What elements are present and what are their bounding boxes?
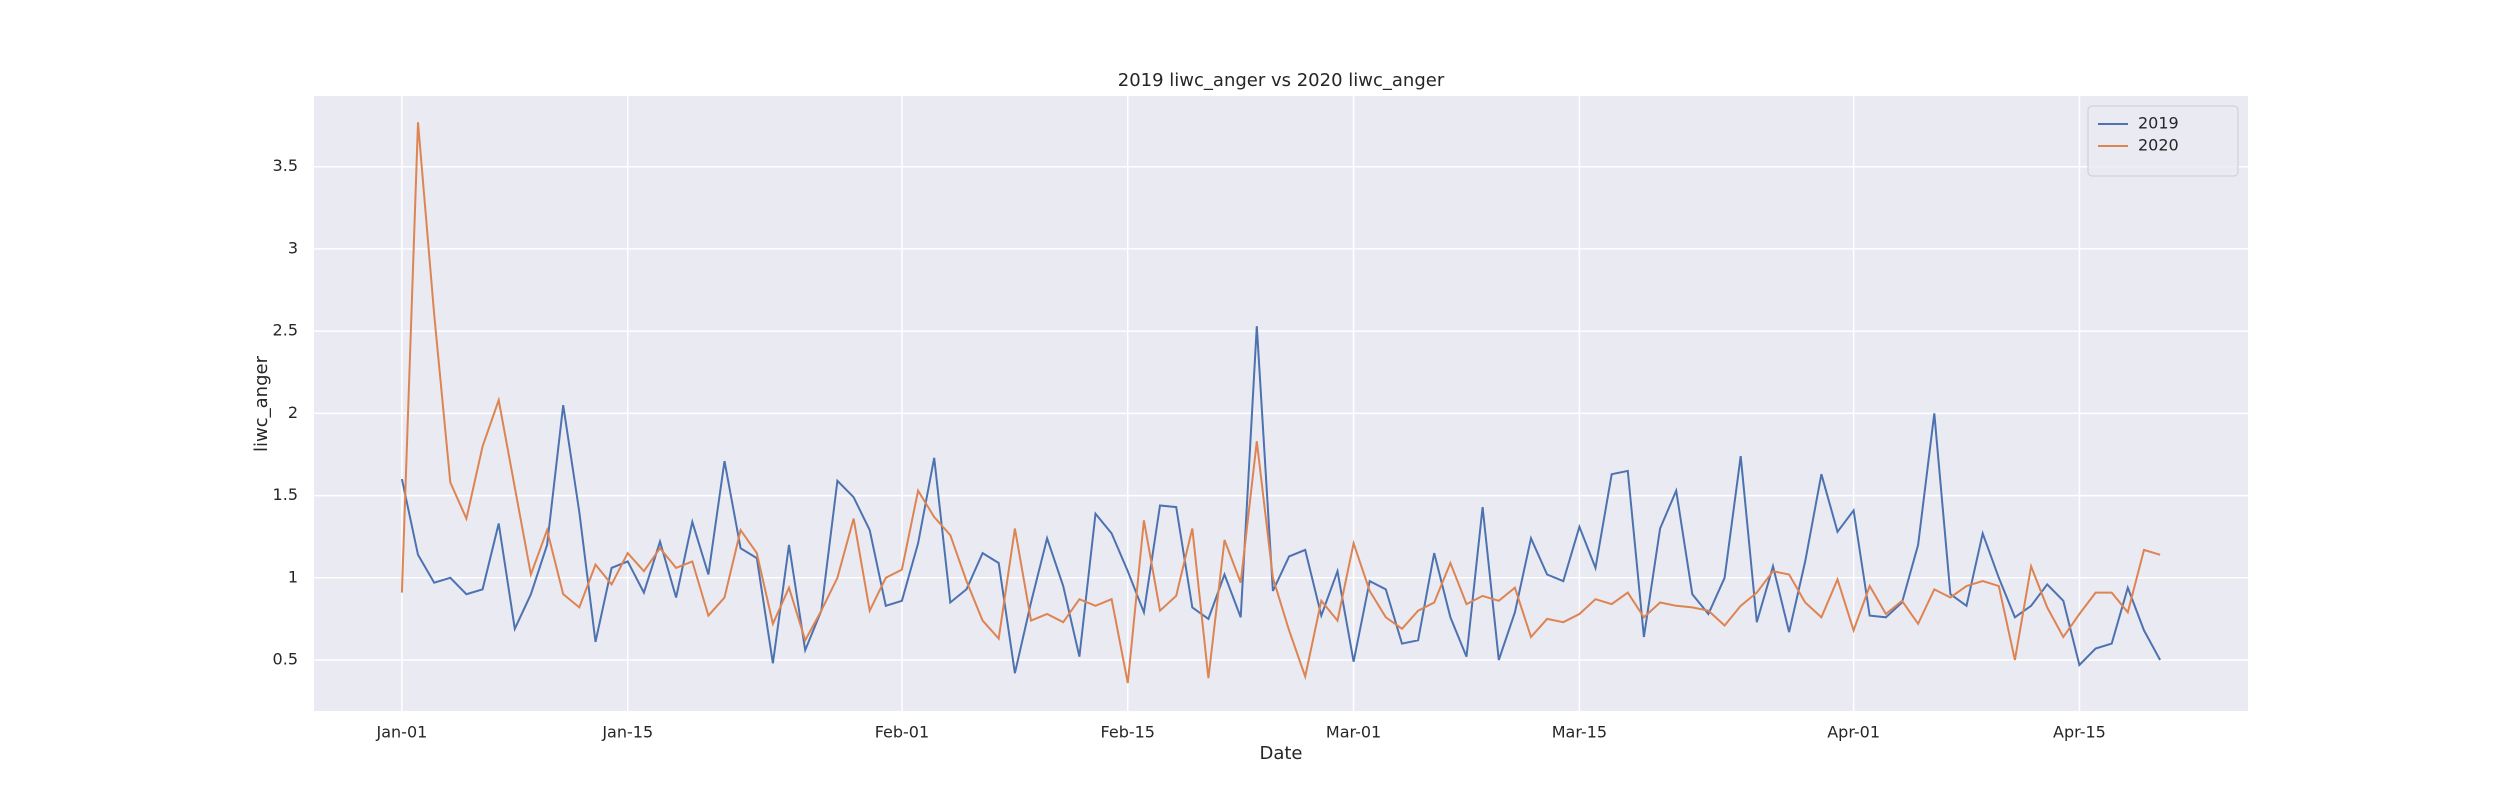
y-tick-label: 1 — [288, 567, 298, 586]
x-tick-label: Mar-15 — [1552, 723, 1607, 742]
y-axis-label: liwc_anger — [251, 355, 272, 452]
series-line — [400, 122, 2161, 684]
chart-title: 2019 liwc_anger vs 2020 liwc_anger — [1118, 70, 1445, 91]
series-line — [400, 326, 2161, 674]
y-tick-label: 3 — [288, 238, 298, 257]
legend-label: 2020 — [2138, 136, 2179, 155]
y-tick-label: 3.5 — [273, 156, 298, 175]
x-tick-label: Mar-01 — [1326, 723, 1381, 742]
x-tick-label: Feb-01 — [875, 723, 929, 742]
x-tick-label: Apr-15 — [2053, 723, 2106, 742]
y-tick-label: 1.5 — [273, 485, 298, 504]
x-tick-label: Jan-01 — [376, 723, 428, 742]
y-tick-label: 2 — [288, 403, 298, 422]
x-tick-label: Jan-15 — [601, 723, 653, 742]
x-axis-label: Date — [1259, 743, 1302, 764]
legend-label: 2019 — [2138, 114, 2179, 133]
x-tick-label: Apr-01 — [1827, 723, 1880, 742]
plot-area — [314, 96, 2248, 711]
x-tick-label: Feb-15 — [1101, 723, 1155, 742]
y-tick-label: 2.5 — [273, 321, 298, 340]
y-tick-label: 0.5 — [273, 650, 298, 669]
